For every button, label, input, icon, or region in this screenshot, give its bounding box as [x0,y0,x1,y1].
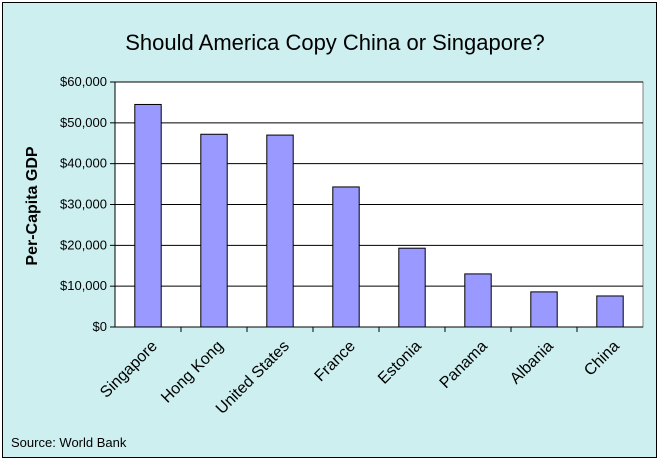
x-tick-label: Singapore [97,338,161,402]
bar-hong-kong [200,133,228,328]
bar-chart: Should America Copy China or Singapore? … [11,30,644,450]
bar-china [596,295,624,328]
y-tick-label: $20,000 [60,237,107,252]
y-tick-label: $40,000 [60,156,107,171]
x-tick-label: France [312,338,359,385]
bar-united-states [266,134,294,328]
x-tick-label: Albania [507,338,557,388]
y-tick-label: $10,000 [60,278,107,293]
source-note: Source: World Bank [11,435,127,450]
bar-france [332,186,360,328]
x-tick-label: Panama [437,338,491,392]
y-tick-label: $60,000 [60,74,107,89]
x-tick-label: Estonia [375,338,425,388]
bar-albania [530,291,558,328]
bar-panama [464,273,492,328]
y-tick-label: $0 [93,319,107,334]
x-tick-label: Hong Kong [158,338,227,407]
bars [134,103,624,328]
bar-singapore [134,103,162,328]
y-tick-label: $50,000 [60,115,107,130]
y-axis-label: Per-Capita GDP [24,146,41,265]
y-axis-ticks: $0 $10,000 $20,000 $30,000 $40,000 $50,000 $60… [60,74,115,334]
chart-frame: Should America Copy China or Singapore? … [2,2,657,458]
y-tick-label: $30,000 [60,197,107,212]
chart-title: Should America Copy China or Singapore? [125,30,544,55]
bar-estonia [398,247,426,328]
x-tick-label: China [581,338,623,380]
